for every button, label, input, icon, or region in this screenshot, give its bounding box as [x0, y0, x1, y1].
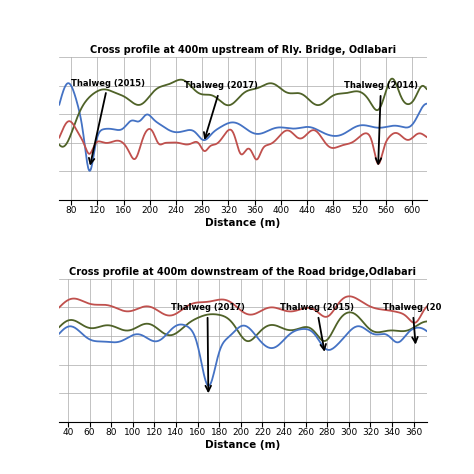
Title: Cross profile at 400m downstream of the Road bridge,Odlabari: Cross profile at 400m downstream of the … — [69, 266, 417, 276]
Text: Thalweg (2017): Thalweg (2017) — [171, 303, 245, 392]
Text: Thalweg (2015): Thalweg (2015) — [71, 79, 145, 164]
X-axis label: Distance (m): Distance (m) — [205, 440, 281, 450]
Text: Thalweg (2014): Thalweg (2014) — [344, 82, 418, 164]
Text: Thalweg (2015): Thalweg (2015) — [280, 303, 354, 350]
X-axis label: Distance (m): Distance (m) — [205, 218, 281, 228]
Title: Cross profile at 400m upstream of Rly. Bridge, Odlabari: Cross profile at 400m upstream of Rly. B… — [90, 45, 396, 55]
Text: Thalweg (2017): Thalweg (2017) — [184, 82, 258, 138]
Text: Thalweg (20: Thalweg (20 — [383, 303, 442, 343]
